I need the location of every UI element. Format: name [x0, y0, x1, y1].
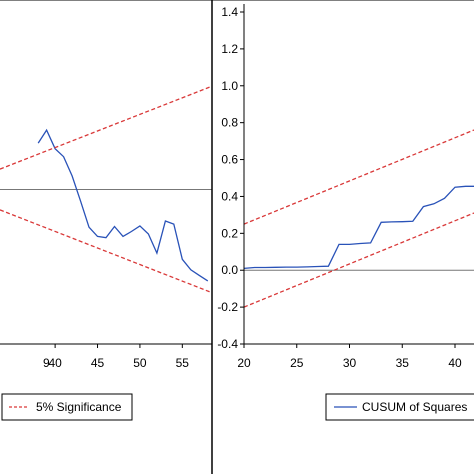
cusum-squares-y-tick-label: 0.6 — [221, 153, 238, 167]
cusum-squares-series-line — [243, 185, 474, 270]
cusum-squares-y-tick-label: 0.8 — [221, 116, 238, 130]
cusum-squares-x-tick-label: 40 — [448, 356, 462, 370]
cusum-squares-significance-bound-2 — [243, 212, 474, 308]
cusum-significance-bound-2 — [0, 209, 213, 294]
cusum-squares-y-tick-label: 0.2 — [221, 226, 238, 240]
cusum-squares-x-tick-label: 20 — [237, 356, 251, 370]
cusum-significance-bound-1 — [0, 85, 213, 170]
cusum-plot-area — [0, 85, 213, 294]
cusum-squares-y-tick-label: 1.4 — [221, 5, 238, 19]
cusum-legend-box — [1, 393, 133, 421]
cusum-squares-y-tick-label: 1.0 — [221, 79, 238, 93]
cusum-x-tick-label: 55 — [176, 356, 190, 370]
cusum-squares-x-tick-label: 25 — [290, 356, 304, 370]
cusum-squares-x-ticks: 20 25 30 35 40 — [237, 344, 462, 370]
cusum-chart-panel: 40 45 50 55 9 5% Significance — [0, 0, 474, 421]
cusum-squares-y-tick-label: 0.4 — [221, 189, 238, 203]
cusum-squares-y-ticks: -0.4 -0.2 0.0 0.2 0.4 0.6 0.8 1.0 1.2 1.4 — [217, 5, 244, 351]
cusum-legend: 5% Significance — [1, 393, 133, 421]
cusum-squares-x-tick-label: 30 — [343, 356, 357, 370]
legend-label-cusum-of-squares: CUSUM of Squares — [362, 400, 467, 414]
cusum-squares-x-tick-label: 35 — [396, 356, 410, 370]
legend-label-significance: 5% Significance — [36, 400, 122, 414]
cusum-squares-significance-bound-1 — [243, 129, 474, 225]
cusum-x-tick-label: 45 — [91, 356, 105, 370]
cusum-squares-y-tick-label: -0.2 — [217, 300, 238, 314]
cusum-squares-y-tick-label: -0.4 — [217, 337, 238, 351]
cusum-x-ticks: 40 45 50 55 9 — [43, 344, 189, 370]
cusum-x-tick-label: 50 — [133, 356, 147, 370]
cusum-squares-y-tick-label: 0.0 — [221, 263, 238, 277]
cusum-x-tick-label-partial: 9 — [43, 356, 50, 370]
cusum-squares-chart-panel: -0.4 -0.2 0.0 0.2 0.4 0.6 0.8 1.0 1.2 1.4 20 25 30 3… — [217, 4, 474, 421]
cusum-squares-legend: CUSUM of Squares — [325, 393, 474, 421]
cusum-series-line — [37, 128, 209, 282]
cusum-squares-y-tick-label: 1.2 — [221, 42, 238, 56]
cusum-x-tick-label: 40 — [48, 356, 62, 370]
cusum-squares-plot-area — [243, 129, 474, 308]
